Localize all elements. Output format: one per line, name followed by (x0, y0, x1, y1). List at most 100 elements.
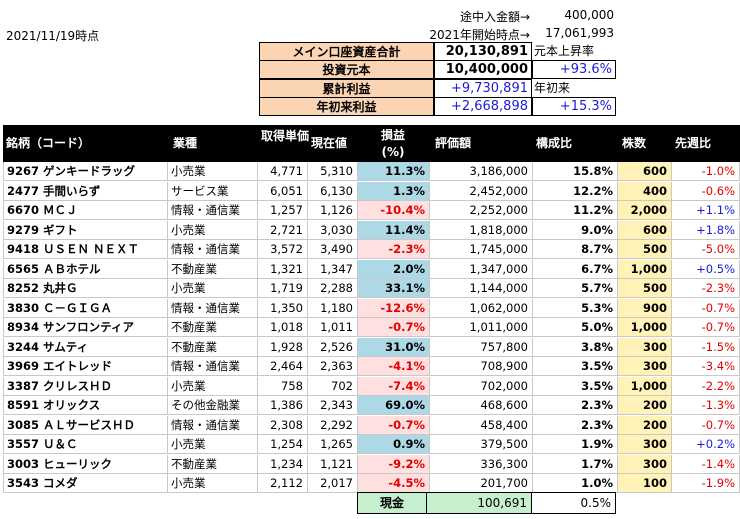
cell-ratio: 9.0% (533, 220, 618, 240)
cell-name: 3969 エイトレッド (3, 357, 168, 376)
cell-pl: 11.3% (358, 162, 430, 181)
summary-box: メイン口座資産合計 20,130,891 元本上昇率 投資元本 10,400,0… (259, 42, 616, 116)
cell-sector: 小売業 (168, 435, 258, 454)
summary-note-rate: +93.6% (532, 60, 616, 79)
table-row: 3085 ＡＬサービスＨＤ 情報・通信業 2,308 2,292 -0.7% 458,40… (3, 415, 740, 435)
cell-week: -1.5% (672, 337, 740, 357)
cell-price: 3,030 (308, 220, 358, 240)
cell-name: 9267 ゲンキードラッグ (3, 162, 168, 181)
cell-pl: -0.7% (358, 415, 430, 435)
cell-shares: 2,000 (618, 201, 672, 220)
cell-sector: 不動産業 (168, 318, 258, 337)
cell-sector: 小売業 (168, 162, 258, 181)
cell-price: 6,130 (308, 181, 358, 201)
cell-value: 1,347,000 (430, 259, 533, 279)
start-label: 2021年開始時点→ (429, 28, 530, 42)
table-row: 3830 Ｃ－ＧＩＧＡ 情報・通信業 1,350 1,180 -12.6% 1,062,0… (3, 298, 740, 318)
start-value: 17,061,993 (545, 26, 614, 40)
cell-pl: 31.0% (358, 337, 430, 357)
cell-shares: 300 (618, 337, 672, 357)
cell-cost: 1,234 (258, 454, 308, 474)
table-row: 6565 ＡＢホテル 不動産業 1,321 1,347 2.0% 1,347,000 6.7… (3, 259, 740, 279)
summary-label-principal: 投資元本 (259, 60, 434, 79)
cell-value: 1,818,000 (430, 220, 533, 240)
cell-value: 2,452,000 (430, 181, 533, 201)
cell-cost: 2,112 (258, 474, 308, 493)
cell-week: -1.3% (672, 396, 740, 415)
cell-name: 8252 丸井Ｇ (3, 279, 168, 298)
cell-price: 1,180 (308, 298, 358, 318)
cell-pl: -10.4% (358, 201, 430, 220)
cell-sector: その他金融業 (168, 396, 258, 415)
header-price: 現在値 (311, 137, 348, 149)
summary-label-total: メイン口座資産合計 (259, 42, 434, 61)
cell-cost: 1,719 (258, 279, 308, 298)
cell-sector: サービス業 (168, 181, 258, 201)
header-sector: 業種 (173, 137, 198, 149)
header-pl-unit: (%) (381, 146, 405, 158)
cell-cost: 1,928 (258, 337, 308, 357)
cell-sector: 不動産業 (168, 337, 258, 357)
cell-value: 1,745,000 (430, 240, 533, 259)
cell-value: 1,011,000 (430, 318, 533, 337)
cell-price: 2,526 (308, 337, 358, 357)
cell-pl: 33.1% (358, 279, 430, 298)
cell-shares: 300 (618, 357, 672, 376)
cell-pl: 2.0% (358, 259, 430, 279)
cell-price: 1,126 (308, 201, 358, 220)
cash-ratio: 0.5% (531, 492, 616, 514)
header-shares: 株数 (622, 137, 647, 149)
cell-week: -0.7% (672, 415, 740, 435)
cell-value: 379,500 (430, 435, 533, 454)
cell-price: 3,490 (308, 240, 358, 259)
deposit-value: 400,000 (564, 8, 614, 22)
cell-ratio: 15.8% (533, 162, 618, 181)
cell-cost: 1,257 (258, 201, 308, 220)
table-row: 3387 クリレスＨＤ 小売業 758 702 -7.4% 702,000 3.5% 1,00… (3, 376, 740, 396)
cell-sector: 情報・通信業 (168, 415, 258, 435)
table-row: 9418 ＵＳＥＮ ＮＥＸＴ 情報・通信業 3,572 3,490 -2.3% 1,745… (3, 240, 740, 259)
cell-pl: 1.3% (358, 181, 430, 201)
cell-sector: 小売業 (168, 474, 258, 493)
summary-label-cumulative: 累計利益 (259, 79, 434, 98)
table-row: 2477 手間いらず サービス業 6,051 6,130 1.3% 2,452,000 12… (3, 181, 740, 201)
table-row: 8591 オリックス その他金融業 1,386 2,343 69.0% 468,600 2.… (3, 396, 740, 415)
table-row: 6670 ＭＣＪ 情報・通信業 1,257 1,126 -10.4% 2,252,000 1… (3, 201, 740, 220)
cell-week: -1.0% (672, 162, 740, 181)
cell-pl: -7.4% (358, 376, 430, 396)
cell-week: -3.4% (672, 357, 740, 376)
cell-value: 757,800 (430, 337, 533, 357)
cell-name: 6565 ＡＢホテル (3, 259, 168, 279)
cell-shares: 200 (618, 415, 672, 435)
cell-name: 9418 ＵＳＥＮ ＮＥＸＴ (3, 240, 168, 259)
cell-ratio: 12.2% (533, 181, 618, 201)
cell-price: 1,347 (308, 259, 358, 279)
cell-week: -0.7% (672, 318, 740, 337)
cell-week: +0.2% (672, 435, 740, 454)
cell-value: 702,000 (430, 376, 533, 396)
header-pl: 損益 (380, 129, 405, 141)
cell-price: 2,292 (308, 415, 358, 435)
cell-sector: 情報・通信業 (168, 201, 258, 220)
table-row: 3557 Ｕ＆Ｃ 小売業 1,254 1,265 0.9% 379,500 1.9% 300 +… (3, 435, 740, 454)
cell-week: -0.6% (672, 181, 740, 201)
cell-name: 3830 Ｃ－ＧＩＧＡ (3, 298, 168, 318)
date-label: 2021/11/19時点 (6, 29, 100, 43)
cell-value: 3,186,000 (430, 162, 533, 181)
cell-week: -1.4% (672, 454, 740, 474)
cell-price: 1,121 (308, 454, 358, 474)
cell-week: +0.5% (672, 259, 740, 279)
cell-value: 708,900 (430, 357, 533, 376)
cell-name: 3387 クリレスＨＤ (3, 376, 168, 396)
table-row: 8252 丸井Ｇ 小売業 1,719 2,288 33.1% 1,144,000 5.7% 5… (3, 279, 740, 298)
table-row: 3244 サムティ 不動産業 1,928 2,526 31.0% 757,800 3.8% 3… (3, 337, 740, 357)
summary-note-rate-label: 元本上昇率 (534, 44, 595, 58)
cell-cost: 2,721 (258, 220, 308, 240)
cell-cost: 1,018 (258, 318, 308, 337)
cell-ratio: 8.7% (533, 240, 618, 259)
cell-week: -1.9% (672, 474, 740, 493)
cell-pl: 69.0% (358, 396, 430, 415)
cell-cost: 1,321 (258, 259, 308, 279)
cell-week: -0.7% (672, 298, 740, 318)
cell-ratio: 3.8% (533, 337, 618, 357)
